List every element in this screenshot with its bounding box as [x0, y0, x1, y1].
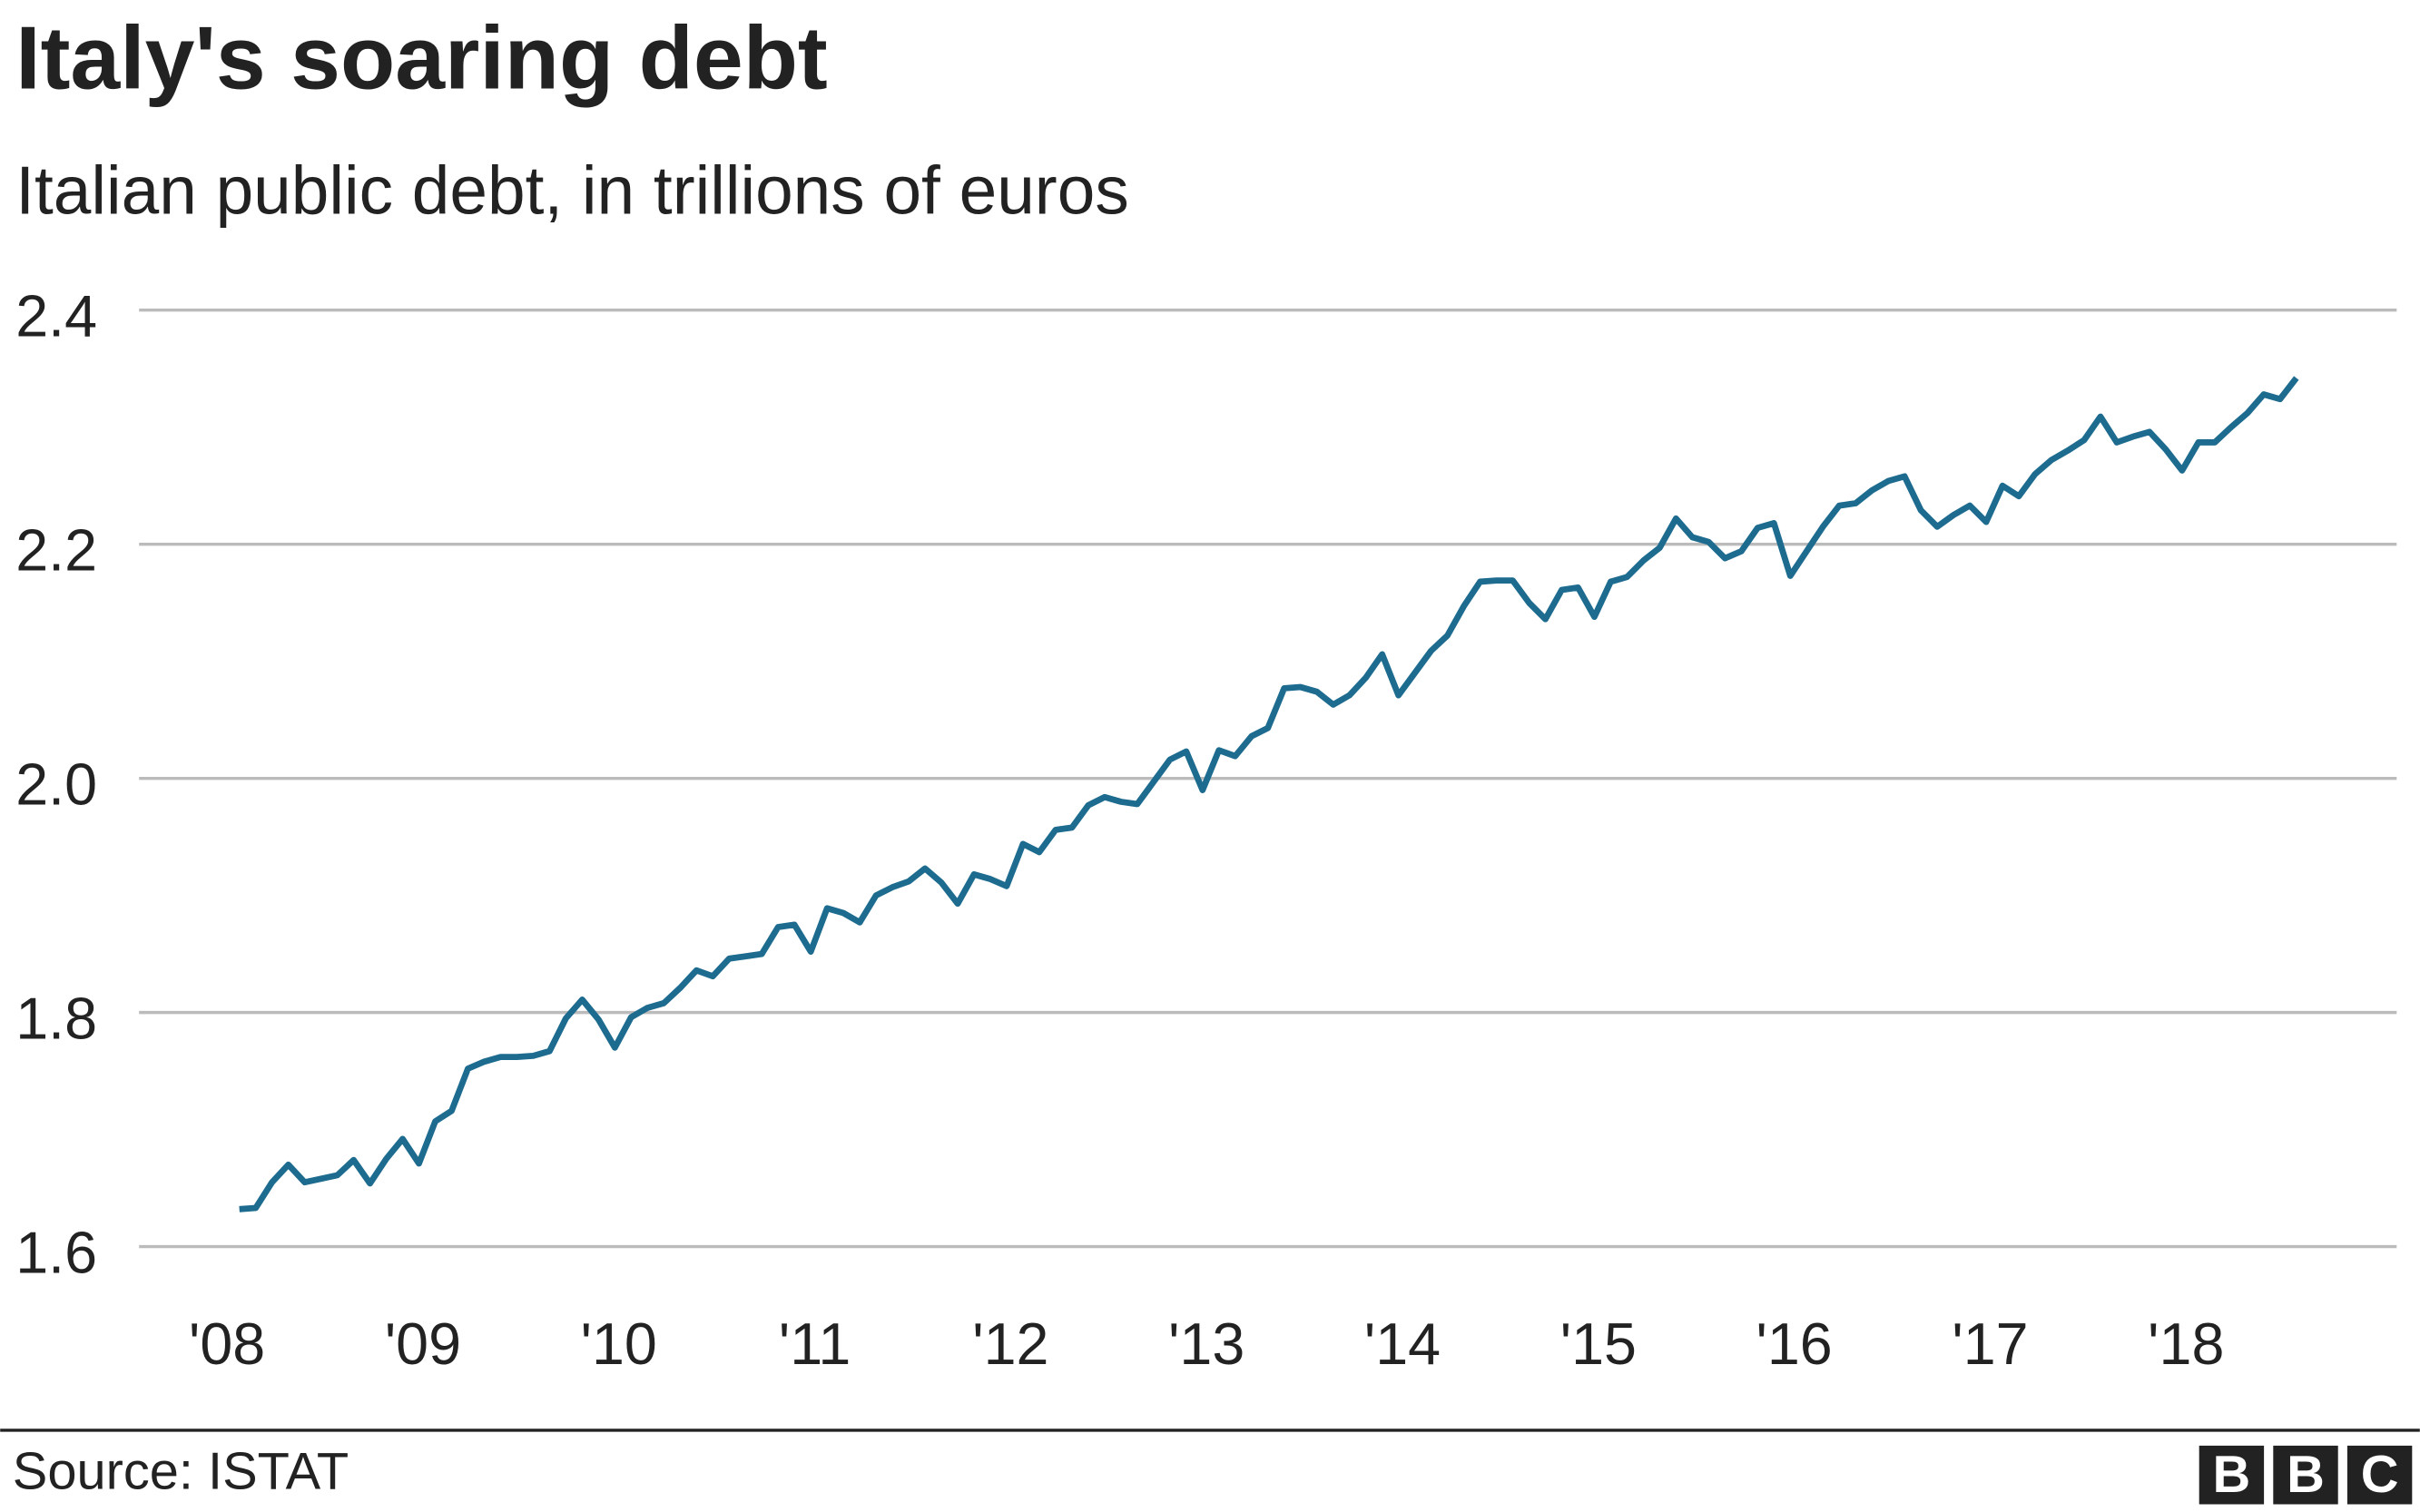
logo-box [2273, 1445, 2338, 1505]
chart-title: Italy's soaring debt [15, 7, 828, 107]
x-tick-label: '12 [972, 1311, 1048, 1377]
x-tick-label: '14 [1364, 1311, 1441, 1377]
logo-letter: B [2213, 1446, 2251, 1504]
x-tick-label: '13 [1168, 1311, 1244, 1377]
x-tick-label: '15 [1560, 1311, 1637, 1377]
logo-letter: B [2287, 1446, 2325, 1504]
chart-subtitle: Italian public debt, in trillions of eur… [15, 152, 1129, 229]
y-tick-label: 1.8 [15, 987, 97, 1052]
y-tick-label: 1.6 [15, 1221, 97, 1286]
y-tick-label: 2.2 [15, 518, 97, 584]
x-tick-label: '18 [2148, 1311, 2224, 1377]
x-tick-label: '11 [779, 1311, 851, 1377]
logo-box [2199, 1445, 2265, 1505]
x-tick-label: '08 [189, 1311, 265, 1377]
y-tick-label: 2.0 [15, 752, 97, 818]
y-tick-label: 2.4 [15, 284, 97, 349]
logo-letter: C [2361, 1446, 2399, 1504]
x-tick-label: '10 [581, 1311, 657, 1377]
logo-box [2346, 1445, 2413, 1505]
data-line [239, 376, 2299, 1213]
source: Source: ISTAT [13, 1442, 349, 1500]
x-tick-label: '17 [1952, 1311, 2028, 1377]
x-tick-label: '16 [1756, 1311, 1833, 1377]
x-tick-label: '09 [385, 1311, 461, 1377]
